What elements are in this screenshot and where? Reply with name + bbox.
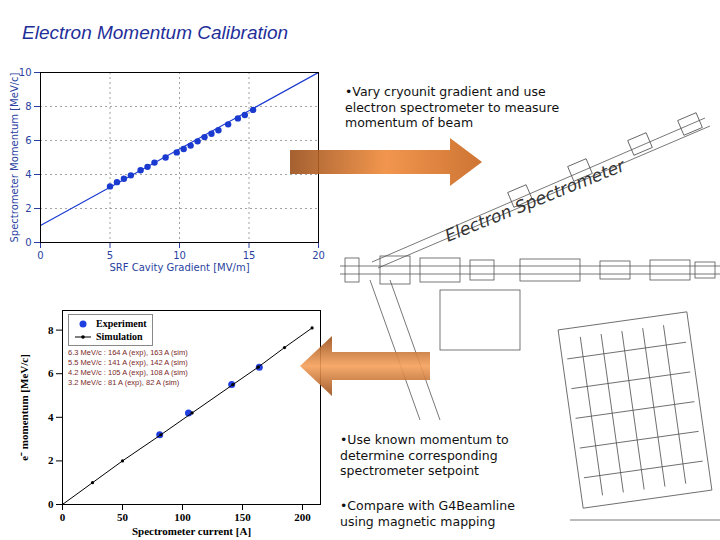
svg-text:5: 5 bbox=[107, 250, 113, 261]
html-text:Electron Momentum Calibration: Electron Momentum Calibration bbox=[22, 22, 289, 43]
svg-text:e⁻ momentum [MeV/c]: e⁻ momentum [MeV/c] bbox=[18, 354, 30, 461]
svg-text:2: 2 bbox=[25, 203, 31, 214]
html-text:5.5 MeV/c : 141 A (exp), 142 A: 5.5 MeV/c : 141 A (exp), 142 A (sim) bbox=[68, 358, 188, 367]
html-text:•Vary cryounit gradient and us: •Vary cryounit gradient and use electron… bbox=[345, 84, 560, 131]
html-text:•Compare with G4Beamline using: •Compare with G4Beamline using magnetic … bbox=[340, 498, 515, 529]
svg-text:6: 6 bbox=[25, 135, 31, 146]
svg-text:8: 8 bbox=[25, 101, 31, 112]
html-text:4.2 MeV/c : 105 A (exp), 108 A: 4.2 MeV/c : 105 A (exp), 108 A (sim) bbox=[68, 368, 188, 377]
html-text:•Use known momentum to determi: •Use known momentum to determine corresp… bbox=[340, 432, 509, 479]
svg-text:Spectrometer Momentum [MeV/c]: Spectrometer Momentum [MeV/c] bbox=[9, 72, 20, 242]
svg-text:0: 0 bbox=[37, 250, 43, 261]
html-text:Experiment: Experiment bbox=[96, 318, 147, 329]
svg-text:10: 10 bbox=[19, 67, 32, 78]
html-text:6.3 MeV/c : 164 A (exp), 163 A: 6.3 MeV/c : 164 A (exp), 163 A (sim) bbox=[68, 348, 188, 357]
svg-text:0: 0 bbox=[48, 498, 54, 510]
svg-text:6: 6 bbox=[48, 367, 54, 379]
svg-text:20: 20 bbox=[312, 250, 325, 261]
svg-text:Electron Spectrometer: Electron Spectrometer bbox=[442, 155, 629, 246]
svg-text:0: 0 bbox=[60, 511, 66, 523]
svg-text:8: 8 bbox=[48, 324, 54, 336]
svg-text:10: 10 bbox=[173, 250, 186, 261]
svg-text:15: 15 bbox=[243, 250, 256, 261]
svg-text:50: 50 bbox=[117, 511, 129, 523]
svg-text:2: 2 bbox=[48, 454, 54, 466]
svg-text:100: 100 bbox=[174, 511, 191, 523]
svg-text:4: 4 bbox=[25, 169, 31, 180]
svg-text:4: 4 bbox=[48, 411, 54, 423]
svg-text:200: 200 bbox=[294, 511, 311, 523]
svg-text:SRF Cavity Gradient [MV/m]: SRF Cavity Gradient [MV/m] bbox=[109, 262, 249, 273]
svg-text:Spectrometer current [A]: Spectrometer current [A] bbox=[132, 525, 251, 537]
html-text:Simulation: Simulation bbox=[96, 331, 143, 342]
html-text:3.2 MeV/c : 81 A (exp), 82 A (: 3.2 MeV/c : 81 A (exp), 82 A (sim) bbox=[68, 378, 180, 387]
svg-text:150: 150 bbox=[234, 511, 251, 523]
svg-text:0: 0 bbox=[25, 237, 31, 248]
